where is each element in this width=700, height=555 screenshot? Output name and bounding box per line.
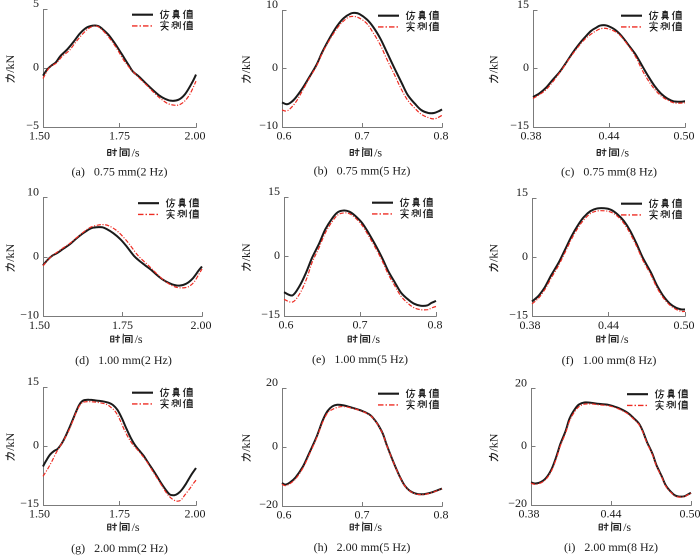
- svg-text:/kN: /kN: [3, 243, 17, 261]
- svg-text:5: 5: [33, 0, 39, 10]
- svg-text:0.38: 0.38: [521, 129, 542, 143]
- svg-text:0: 0: [522, 249, 528, 263]
- svg-text:1.50: 1.50: [29, 318, 50, 332]
- svg-text:0.7: 0.7: [353, 318, 368, 332]
- svg-text:0: 0: [274, 248, 280, 262]
- svg-text:−10: −10: [20, 308, 39, 322]
- svg-text:/s: /s: [621, 146, 629, 160]
- svg-text:0: 0: [33, 249, 39, 263]
- svg-text:(i) 2.00 mm(8 Hz): (i) 2.00 mm(8 Hz): [564, 540, 658, 554]
- svg-text:0: 0: [521, 438, 527, 452]
- svg-text:/kN: /kN: [487, 244, 501, 262]
- svg-text:−15: −15: [261, 307, 280, 321]
- svg-text:(c) 0.75 mm(8 Hz): (c) 0.75 mm(8 Hz): [561, 165, 657, 179]
- svg-text:0.38: 0.38: [520, 318, 541, 332]
- svg-text:2.00: 2.00: [185, 507, 206, 521]
- svg-text:(f) 1.00 mm(8 Hz): (f) 1.00 mm(8 Hz): [562, 353, 657, 367]
- svg-text:/s: /s: [374, 520, 382, 534]
- svg-text:1.75: 1.75: [109, 507, 130, 521]
- svg-text:15: 15: [268, 184, 280, 198]
- svg-text:0.6: 0.6: [277, 508, 292, 522]
- svg-text:/s: /s: [135, 332, 143, 346]
- svg-text:0: 0: [33, 438, 39, 452]
- svg-text:20: 20: [515, 376, 527, 390]
- svg-text:0.44: 0.44: [599, 129, 620, 143]
- svg-text:/s: /s: [132, 146, 140, 160]
- svg-text:2.00: 2.00: [185, 129, 206, 143]
- svg-text:(b) 0.75 mm(5 Hz): (b) 0.75 mm(5 Hz): [314, 164, 411, 178]
- svg-text:/kN: /kN: [3, 54, 17, 72]
- svg-text:−15: −15: [20, 496, 39, 510]
- svg-text:/kN: /kN: [487, 55, 501, 73]
- svg-text:0.38: 0.38: [519, 507, 540, 521]
- svg-text:/s: /s: [132, 520, 140, 534]
- svg-text:0.50: 0.50: [674, 318, 695, 332]
- svg-text:0.8: 0.8: [428, 318, 443, 332]
- svg-text:1.50: 1.50: [29, 507, 50, 521]
- svg-text:/kN: /kN: [239, 433, 253, 451]
- svg-text:/s: /s: [621, 332, 629, 346]
- svg-text:/kN: /kN: [3, 432, 17, 450]
- svg-text:1.75: 1.75: [109, 129, 130, 143]
- svg-text:1.50: 1.50: [29, 129, 50, 143]
- svg-text:(d) 1.00 mm(2 Hz): (d) 1.00 mm(2 Hz): [75, 353, 172, 367]
- svg-text:0.6: 0.6: [279, 318, 294, 332]
- svg-text:0.8: 0.8: [434, 508, 449, 522]
- svg-text:0: 0: [523, 60, 529, 74]
- svg-text:15: 15: [516, 185, 528, 199]
- svg-text:0: 0: [33, 60, 39, 74]
- svg-text:/s: /s: [372, 332, 380, 346]
- svg-text:0.7: 0.7: [355, 129, 370, 143]
- svg-text:2.00: 2.00: [191, 318, 212, 332]
- svg-text:−15: −15: [509, 308, 528, 322]
- svg-text:10: 10: [27, 185, 39, 199]
- svg-text:0.6: 0.6: [277, 129, 292, 143]
- svg-text:−15: −15: [510, 118, 529, 132]
- svg-text:(h) 2.00 mm(5 Hz): (h) 2.00 mm(5 Hz): [314, 540, 411, 554]
- svg-text:0.50: 0.50: [680, 507, 700, 521]
- svg-text:0.44: 0.44: [598, 318, 619, 332]
- svg-text:(a) 0.75 mm(2 Hz): (a) 0.75 mm(2 Hz): [72, 165, 168, 179]
- svg-text:/s: /s: [374, 146, 382, 160]
- svg-text:15: 15: [27, 374, 39, 388]
- svg-text:10: 10: [266, 0, 278, 11]
- svg-text:/kN: /kN: [487, 433, 501, 451]
- svg-text:−20: −20: [259, 497, 278, 511]
- svg-text:(g) 2.00 mm(2 Hz): (g) 2.00 mm(2 Hz): [71, 541, 168, 555]
- svg-text:(e) 1.00 mm(5 Hz): (e) 1.00 mm(5 Hz): [312, 352, 408, 366]
- svg-text:0.50: 0.50: [674, 129, 695, 143]
- svg-text:−10: −10: [259, 118, 278, 132]
- svg-text:0.8: 0.8: [434, 129, 449, 143]
- svg-text:0: 0: [272, 60, 278, 74]
- svg-text:0: 0: [272, 439, 278, 453]
- svg-text:1.75: 1.75: [112, 318, 133, 332]
- svg-text:/kN: /kN: [239, 243, 253, 261]
- svg-text:−5: −5: [26, 118, 39, 132]
- svg-text:0.44: 0.44: [601, 507, 622, 521]
- svg-text:/s: /s: [623, 520, 631, 534]
- svg-text:0.7: 0.7: [355, 508, 370, 522]
- svg-text:−20: −20: [508, 496, 527, 510]
- svg-text:20: 20: [266, 375, 278, 389]
- svg-text:15: 15: [517, 0, 529, 11]
- svg-text:/kN: /kN: [239, 55, 253, 73]
